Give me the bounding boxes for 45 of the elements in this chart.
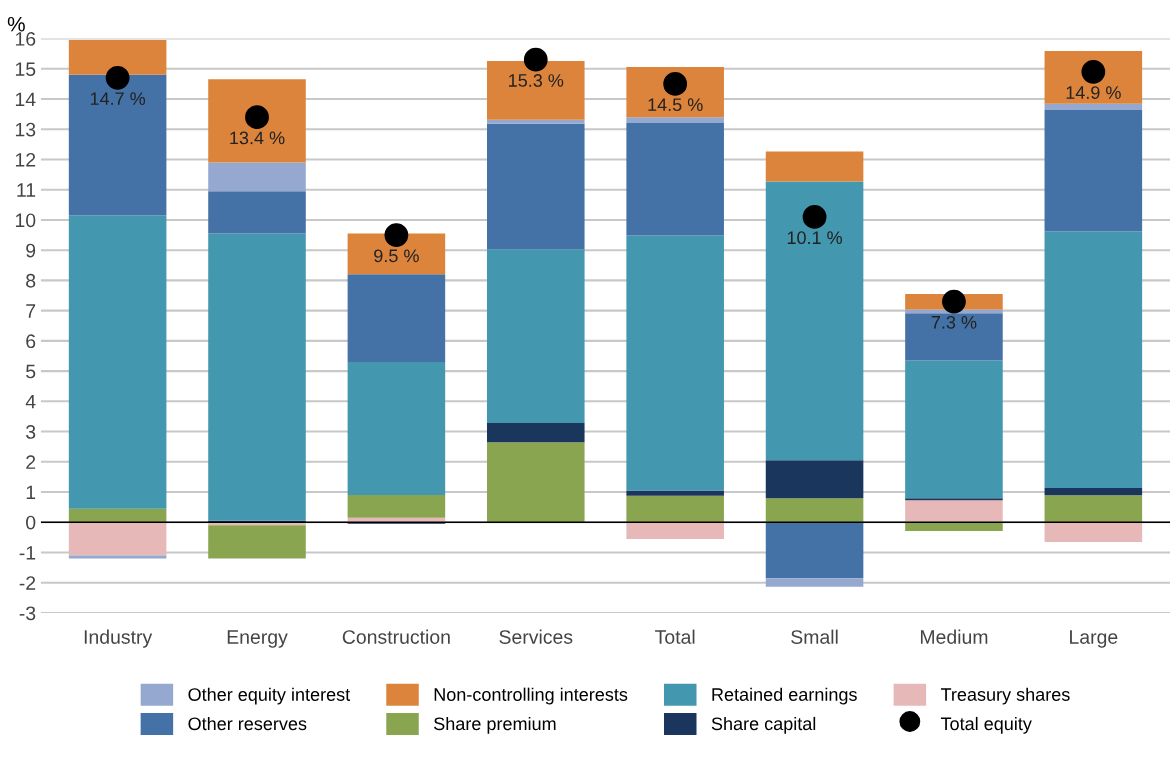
y-tick-label: -3 bbox=[19, 606, 36, 621]
y-tick-label: 15 bbox=[15, 62, 36, 77]
data-label: 13.4 % bbox=[230, 131, 285, 145]
y-tick-label: 8 bbox=[26, 273, 36, 288]
x-tick-label: Energy bbox=[227, 630, 288, 648]
x-tick-label: Total bbox=[655, 629, 695, 644]
legend-label: Total equity bbox=[940, 716, 1032, 734]
legend-label: Share premium bbox=[434, 716, 556, 734]
y-tick-label: 7 bbox=[26, 304, 36, 318]
data-label: 7.3 % bbox=[931, 315, 977, 329]
x-tick-label: Small bbox=[791, 629, 838, 644]
data-label: 14.7 % bbox=[90, 92, 146, 105]
x-tick-label: Medium bbox=[920, 629, 988, 644]
data-label: 10.1 % bbox=[787, 231, 843, 245]
y-tick-label: 3 bbox=[26, 425, 36, 439]
y-axis-title: % bbox=[7, 16, 25, 32]
y-tick-label: 10 bbox=[15, 213, 36, 228]
y-tick-label: 13 bbox=[15, 122, 36, 137]
x-tick-label: Large bbox=[1070, 630, 1118, 648]
y-tick-label: 1 bbox=[26, 485, 36, 500]
y-tick-label: 9 bbox=[26, 243, 36, 258]
data-label: 14.5 % bbox=[648, 98, 703, 112]
y-tick-label: -1 bbox=[19, 546, 36, 560]
data-label: 14.9 % bbox=[1066, 86, 1121, 99]
y-tick-label: 4 bbox=[25, 394, 36, 409]
y-tick-label: 11 bbox=[17, 183, 36, 197]
y-tick-label: 6 bbox=[26, 334, 36, 349]
y-tick-label: 14 bbox=[15, 92, 36, 107]
x-tick-label: Services bbox=[499, 629, 573, 644]
y-tick-label: 5 bbox=[26, 364, 36, 379]
data-label: 15.3 % bbox=[509, 74, 564, 87]
x-tick-label: Construction bbox=[342, 629, 450, 644]
legend-label: Retained earnings bbox=[712, 687, 857, 705]
data-label: 9.5 % bbox=[374, 249, 419, 263]
y-tick-label: 2 bbox=[26, 455, 36, 469]
y-tick-label: 12 bbox=[15, 152, 36, 167]
x-tick-label: Industry bbox=[84, 629, 153, 648]
legend-label: Non-controlling interests bbox=[434, 687, 628, 705]
legend-label: Other reserves bbox=[188, 716, 307, 731]
legend-label: Other equity interest bbox=[188, 687, 351, 705]
y-tick-label: 0 bbox=[26, 515, 36, 530]
y-tick-label: 16 bbox=[15, 32, 36, 46]
legend-label: Treasury shares bbox=[940, 687, 1070, 705]
legend-label: Share capital bbox=[711, 716, 816, 734]
y-tick-label: -2 bbox=[19, 576, 36, 590]
